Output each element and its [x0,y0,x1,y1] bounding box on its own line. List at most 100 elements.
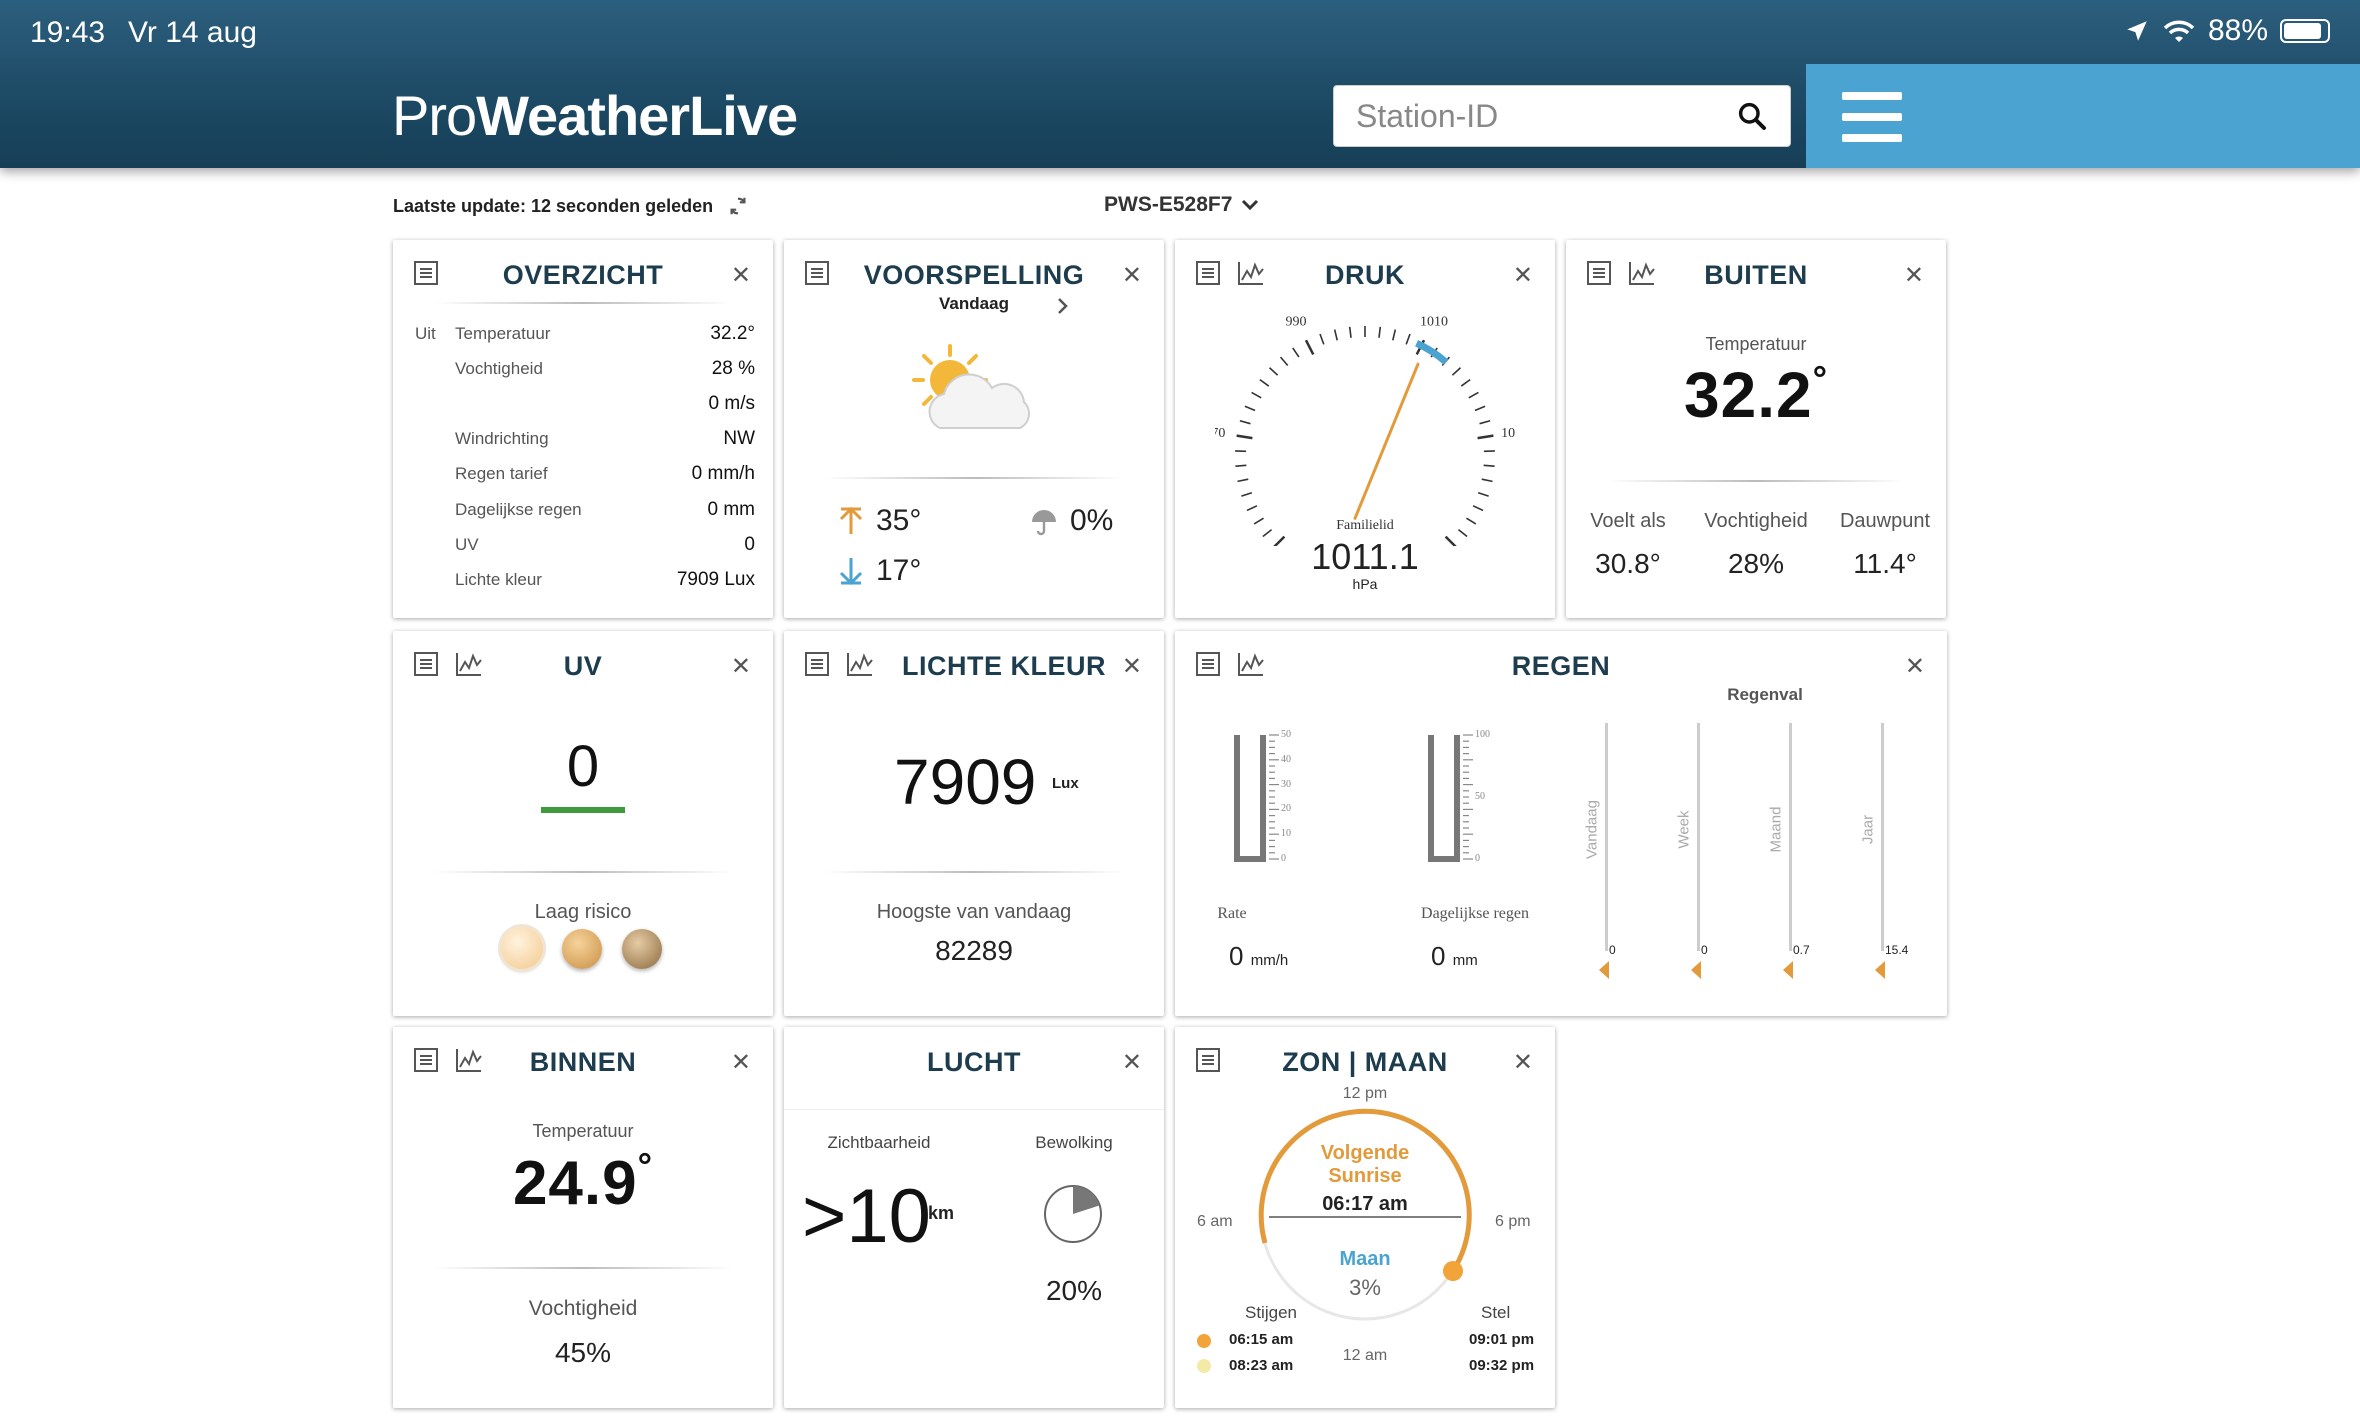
close-icon[interactable]: ✕ [1121,1049,1142,1076]
dewpoint-label: Dauwpunt [1839,510,1931,532]
list-icon[interactable] [1586,260,1612,286]
chevron-right-icon[interactable] [1056,296,1070,316]
overview-table: Uit Temperatuur 32.2° Vochtigheid 28 % 0 m/s W… [415,316,755,598]
close-icon[interactable]: ✕ [730,1049,751,1076]
rainfall-marker [1875,961,1885,979]
close-icon[interactable]: ✕ [1512,262,1533,289]
feels-like-label: Voelt als [1590,510,1666,532]
visibility-unit: km [928,1203,955,1223]
overview-row-label: Vochtigheid [455,358,543,378]
rainfall-marker [1783,961,1793,979]
chart-icon[interactable] [846,651,874,677]
list-icon[interactable] [804,651,830,677]
app-logo[interactable]: ProWeatherLive [392,84,798,148]
temperature-value: 24.9 [512,1149,638,1218]
list-icon[interactable] [413,651,439,677]
card-title: VOORSPELLING [863,260,1085,290]
card-buiten: BUITEN ✕ Temperatuur 32.2° Voelt als 30.… [1566,240,1946,618]
close-icon[interactable]: ✕ [730,262,751,289]
overview-row-label: Temperatuur [455,323,551,343]
forecast-rain-chance: 0% [1070,504,1114,537]
overview-row-value: 0 mm [707,498,756,520]
humidity-value: 28% [1727,548,1785,579]
daily-rain-gauge [1428,734,1473,862]
forecast-day: Vandaag [939,294,1009,313]
gauge-tick [1474,405,1486,412]
list-icon[interactable] [1195,651,1221,677]
moon-illumination: 3% [1349,1275,1381,1300]
close-icon[interactable]: ✕ [730,653,751,680]
card-title: BINNEN [529,1047,637,1077]
rainfall-bar-value: 0.7 [1793,943,1810,957]
clock-left-label: 6 am [1197,1213,1233,1230]
overview-row-value: 7909 Lux [676,568,755,590]
rainfall-bar [1789,723,1792,951]
chart-icon[interactable] [1237,651,1265,677]
gauge-tick [1259,378,1270,387]
close-icon[interactable]: ✕ [1904,653,1925,680]
partly-cloudy-icon [912,344,1030,429]
list-icon[interactable] [1195,260,1221,286]
cloud-cover-pie [1044,1185,1102,1243]
card-title: LICHTE KLEUR [902,651,1106,681]
rain-gauge-tick-label: 30 [1281,778,1291,790]
overview-row-label: Dagelijkse regen [455,499,582,519]
list-icon[interactable] [413,260,439,286]
forecast-high: 35° [876,504,922,537]
overview-row: 0 m/s [415,386,755,421]
gauge-tick [1273,535,1286,546]
gauge-label: Familielid [1336,518,1394,533]
refresh-icon[interactable] [727,195,749,217]
divider [1606,480,1906,482]
gauge-tick [1444,535,1457,546]
overview-row-value: 0 [744,533,755,555]
rainfall-bar [1697,723,1700,951]
daily-rain-number: 0 [1431,941,1446,971]
close-icon[interactable]: ✕ [1512,1049,1533,1076]
card-druk: DRUK ✕ 950970990101010301050 Familielid … [1175,240,1555,618]
gauge-tick [1251,391,1262,399]
list-icon[interactable] [1195,1047,1221,1073]
card-regen: REGEN ✕ Regenval 50 40 30 20 10 0 Rate 0 mm/h… [1175,631,1947,1016]
close-icon[interactable]: ✕ [1903,262,1924,289]
overview-row: Vochtigheid 28 % [415,351,755,386]
overview-row-label: Regen tarief [455,464,548,484]
menu-button[interactable] [1806,64,2360,168]
hamburger-menu-icon [1842,92,1902,142]
sun-icon [1197,1334,1211,1348]
gauge-tick [1244,405,1256,412]
chart-icon[interactable] [1237,260,1265,286]
chart-icon[interactable] [455,1047,483,1073]
rainfall-label: Regenval [1727,685,1803,704]
moon-set-time: 09:32 pm [1469,1357,1535,1374]
search-icon[interactable] [1736,100,1768,132]
rainfall-bar-label: Week [1675,810,1693,849]
list-icon[interactable] [413,1047,439,1073]
skin-tone-light [501,927,543,969]
overview-row-label: UV [455,534,479,554]
card-zon-maan: ZON | MAAN ✕ 12 pm 6 am 6 pm 12 am Volge… [1175,1027,1555,1408]
overview-row-value: 0 m/s [708,392,755,414]
card-uv: UV ✕ 0 Laag risico [393,631,773,1016]
rainfall-bar-value: 0 [1609,943,1616,957]
chart-icon[interactable] [455,651,483,677]
station-search-box [1333,85,1791,147]
gauge-tick [1262,529,1273,538]
gauge-tick [1253,517,1264,525]
rain-gauge-tick-label: 50 [1281,729,1291,740]
gauge-tick [1241,492,1253,497]
station-search-input[interactable] [1334,88,1714,144]
light-max-label: Hoogste van vandaag [876,901,1072,923]
rain-gauge-tick-label: 100 [1475,729,1490,740]
light-max-value: 82289 [935,935,1013,966]
close-icon[interactable]: ✕ [1121,653,1142,680]
card-lichte-kleur: LICHTE KLEUR ✕ 7909 Lux Hoogste van vand… [784,631,1164,1016]
chart-icon[interactable] [1628,260,1656,286]
divider [824,871,1124,873]
gauge-tick [1237,478,1249,483]
gauge-tick [1477,434,1494,440]
close-icon[interactable]: ✕ [1121,262,1142,289]
status-bar: 19:43 Vr 14 aug 88% [0,0,2360,64]
list-icon[interactable] [804,260,830,286]
station-selector[interactable]: PWS-E528F7 [1104,193,1260,217]
